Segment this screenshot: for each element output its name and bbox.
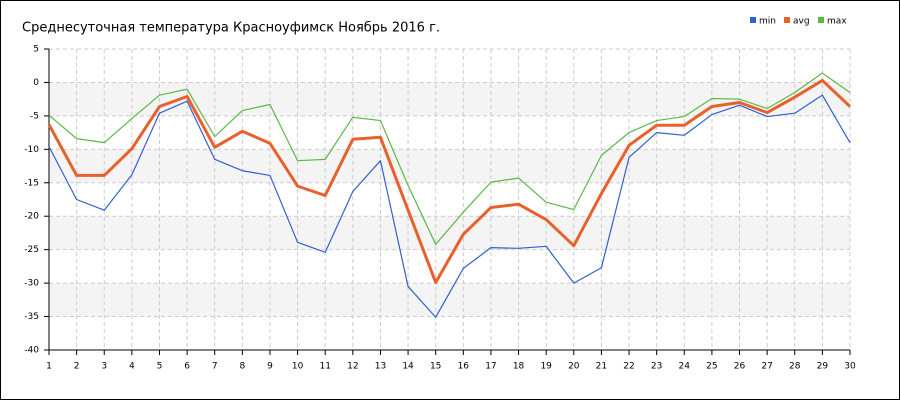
x-tick-label: 30 — [844, 362, 856, 372]
y-tick-label: -10 — [24, 145, 39, 155]
x-tick-label: 8 — [239, 362, 245, 372]
y-tick-label: -25 — [24, 245, 39, 255]
series-line — [47, 78, 852, 284]
y-tick-label: -40 — [24, 346, 39, 356]
x-tick-label: 10 — [292, 362, 304, 372]
x-tick-label: 27 — [761, 362, 772, 372]
series-line — [48, 72, 851, 245]
legend-swatch — [750, 17, 756, 23]
x-tick-label: 4 — [129, 362, 135, 372]
legend-swatch — [784, 17, 790, 23]
x-tick-label: 7 — [212, 362, 218, 372]
y-tick-label: -20 — [24, 212, 39, 222]
legend-label: avg — [793, 17, 810, 27]
grid-band — [49, 283, 850, 317]
grid-band — [49, 216, 850, 250]
x-tick-label: 20 — [568, 362, 580, 372]
y-tick-label: -30 — [24, 279, 39, 289]
legend-label: max — [827, 17, 847, 27]
x-tick-label: 11 — [319, 362, 330, 372]
y-tick-label: -15 — [24, 178, 39, 188]
x-tick-label: 24 — [679, 362, 691, 372]
x-tick-label: 1 — [46, 362, 52, 372]
x-tick-label: 23 — [651, 362, 662, 372]
x-tick-label: 3 — [101, 362, 107, 372]
x-tick-label: 19 — [540, 362, 552, 372]
x-tick-label: 21 — [596, 362, 607, 372]
grid-band — [49, 149, 850, 183]
x-tick-label: 9 — [267, 362, 273, 372]
y-tick-label: -5 — [30, 111, 39, 121]
x-tick-label: 28 — [789, 362, 801, 372]
x-tick-label: 5 — [157, 362, 163, 372]
chart-title: Среднесуточная температура Красноуфимск … — [22, 21, 440, 36]
x-tick-label: 14 — [402, 362, 414, 372]
y-tick-label: -35 — [24, 312, 39, 322]
legend-label: min — [759, 17, 776, 27]
x-tick-label: 15 — [430, 362, 441, 372]
y-tick-label: 5 — [33, 45, 39, 55]
x-tick-label: 26 — [734, 362, 746, 372]
x-tick-label: 12 — [347, 362, 358, 372]
x-tick-label: 18 — [513, 362, 525, 372]
x-tick-label: 13 — [375, 362, 386, 372]
x-tick-label: 6 — [184, 362, 190, 372]
x-tick-label: 17 — [485, 362, 496, 372]
x-tick-label: 16 — [458, 362, 470, 372]
x-tick-label: 22 — [623, 362, 634, 372]
legend-swatch — [818, 17, 824, 23]
x-tick-label: 25 — [706, 362, 717, 372]
x-tick-label: 29 — [817, 362, 829, 372]
series-line — [48, 94, 851, 318]
x-tick-label: 2 — [74, 362, 80, 372]
y-tick-label: 0 — [33, 78, 39, 88]
